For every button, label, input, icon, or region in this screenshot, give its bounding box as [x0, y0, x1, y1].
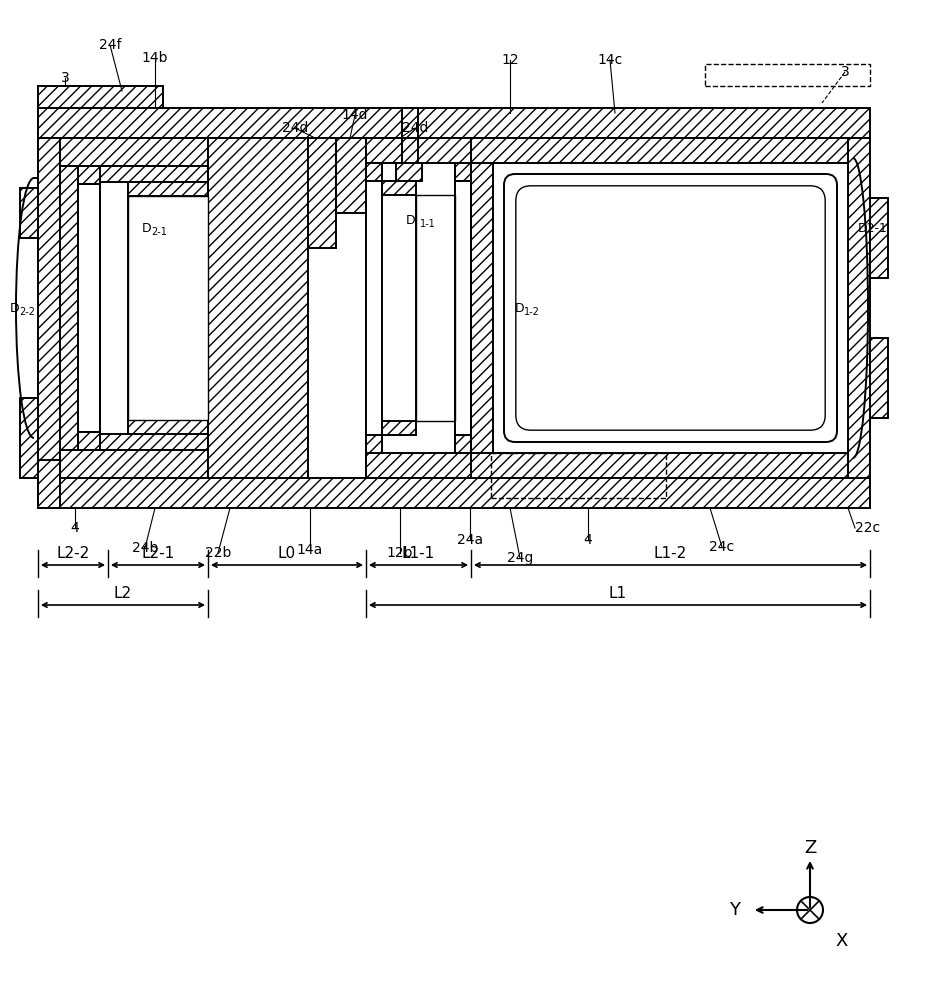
- Bar: [366, 163, 382, 181]
- Bar: [455, 435, 471, 453]
- Bar: [60, 166, 78, 450]
- Text: Z: Z: [804, 839, 816, 857]
- Bar: [455, 163, 471, 181]
- Text: L1-1: L1-1: [401, 546, 434, 560]
- Bar: [208, 138, 308, 478]
- Bar: [128, 182, 208, 196]
- Text: 24g: 24g: [507, 551, 533, 565]
- Text: L1: L1: [609, 585, 627, 600]
- Bar: [396, 163, 422, 181]
- Text: 22c: 22c: [855, 521, 880, 535]
- Bar: [366, 453, 471, 478]
- Bar: [471, 163, 493, 453]
- Bar: [366, 435, 382, 453]
- Bar: [100, 434, 208, 450]
- Text: 2-2: 2-2: [19, 307, 35, 317]
- Text: 22b: 22b: [205, 546, 231, 560]
- Text: D: D: [10, 302, 20, 314]
- Text: 1-2: 1-2: [524, 307, 539, 317]
- Text: L2: L2: [114, 585, 132, 600]
- Text: Y: Y: [729, 901, 740, 919]
- Bar: [128, 420, 208, 434]
- Text: L1-2: L1-2: [653, 546, 686, 560]
- Bar: [78, 166, 100, 184]
- Bar: [491, 453, 666, 498]
- Bar: [382, 181, 416, 195]
- Bar: [471, 453, 848, 478]
- Text: 24c: 24c: [709, 540, 735, 554]
- Text: 12: 12: [501, 53, 519, 67]
- Bar: [870, 338, 888, 418]
- Text: D2-1: D2-1: [858, 222, 888, 234]
- Bar: [493, 163, 848, 453]
- Bar: [848, 138, 870, 478]
- Text: 24b: 24b: [132, 541, 158, 555]
- Bar: [78, 432, 100, 450]
- Text: L0: L0: [278, 546, 296, 560]
- Bar: [38, 478, 870, 508]
- Text: 14d: 14d: [341, 108, 368, 122]
- Text: 14b: 14b: [142, 51, 168, 65]
- FancyBboxPatch shape: [516, 186, 825, 430]
- Bar: [471, 138, 848, 163]
- FancyBboxPatch shape: [504, 174, 837, 442]
- Text: 1-1: 1-1: [420, 219, 436, 229]
- Text: D: D: [142, 222, 152, 234]
- Text: D: D: [406, 214, 416, 227]
- Bar: [20, 398, 38, 478]
- Bar: [20, 188, 38, 238]
- Bar: [382, 421, 416, 435]
- Text: 14c: 14c: [597, 53, 623, 67]
- Bar: [38, 460, 60, 508]
- Text: 24f: 24f: [99, 38, 121, 52]
- Bar: [38, 108, 870, 138]
- Text: 4: 4: [70, 521, 80, 535]
- Bar: [336, 138, 366, 213]
- Bar: [60, 138, 208, 166]
- Text: 2-1: 2-1: [151, 227, 167, 237]
- Bar: [308, 138, 336, 248]
- Bar: [402, 108, 418, 138]
- Text: 4: 4: [584, 533, 592, 547]
- Bar: [38, 86, 163, 108]
- Text: L2-1: L2-1: [141, 546, 174, 560]
- Bar: [60, 450, 208, 478]
- Text: D: D: [515, 302, 524, 314]
- Text: L2-2: L2-2: [56, 546, 90, 560]
- Bar: [366, 138, 471, 163]
- Bar: [416, 195, 455, 421]
- Text: 24d: 24d: [402, 121, 428, 135]
- Text: X: X: [835, 932, 848, 950]
- Text: 12b: 12b: [387, 546, 413, 560]
- Text: 14a: 14a: [297, 543, 323, 557]
- Bar: [705, 64, 870, 86]
- Text: 3: 3: [841, 65, 849, 79]
- Text: 3: 3: [61, 71, 69, 85]
- Bar: [100, 166, 208, 182]
- Bar: [128, 196, 208, 420]
- Text: 24a: 24a: [457, 533, 483, 547]
- Bar: [870, 198, 888, 278]
- Text: 24d: 24d: [282, 121, 308, 135]
- Bar: [38, 138, 60, 478]
